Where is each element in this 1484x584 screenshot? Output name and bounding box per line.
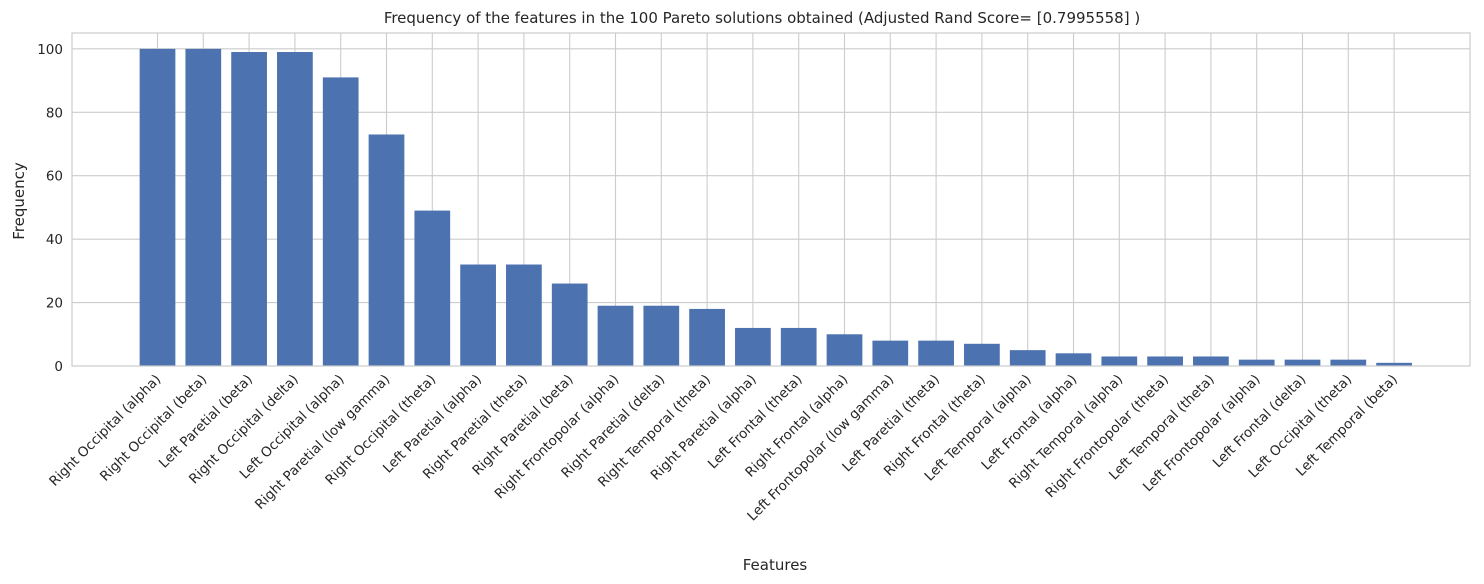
bar: [1009, 350, 1046, 366]
y-tick-label: 60: [46, 169, 63, 185]
bar: [185, 48, 222, 366]
y-tick-label: 40: [46, 232, 63, 248]
bar: [1284, 359, 1321, 366]
bar: [460, 264, 496, 366]
bar: [1147, 356, 1183, 366]
bar: [414, 210, 451, 366]
bar: [277, 52, 313, 367]
bar: [964, 343, 1000, 366]
bar: [551, 283, 588, 366]
bar: [780, 327, 817, 366]
y-tick-label: 20: [46, 296, 63, 312]
bar: [597, 305, 634, 366]
bar-layer: [139, 48, 1412, 367]
plot-frame: [71, 32, 1471, 367]
bar: [689, 308, 725, 366]
bar: [918, 340, 954, 366]
bar: [231, 52, 267, 367]
bar: [322, 77, 359, 367]
bar: [1101, 356, 1138, 366]
bar: [368, 134, 405, 366]
y-tick-labels: 0 20 40 60 80 100: [37, 42, 63, 375]
x-tick-labels: Right Occipital (alpha)Right Occipital (…: [46, 372, 1401, 525]
bar: [872, 340, 909, 366]
bar: [735, 327, 771, 366]
chart-title: Frequency of the features in the 100 Par…: [384, 9, 1140, 27]
bar: [1238, 359, 1275, 366]
y-tick-label: 80: [46, 105, 63, 121]
bar: [643, 305, 680, 366]
bar: [506, 264, 542, 366]
bar: [1376, 362, 1412, 366]
bar: [826, 334, 863, 366]
bar: [1055, 353, 1092, 366]
y-axis-label: Frequency: [10, 162, 28, 240]
bar: [139, 48, 176, 366]
bar: [1330, 359, 1367, 366]
x-axis-label: Features: [743, 556, 808, 574]
y-tick-label: 100: [37, 42, 63, 58]
y-tick-label: 0: [54, 359, 63, 375]
bar: [1193, 356, 1229, 366]
